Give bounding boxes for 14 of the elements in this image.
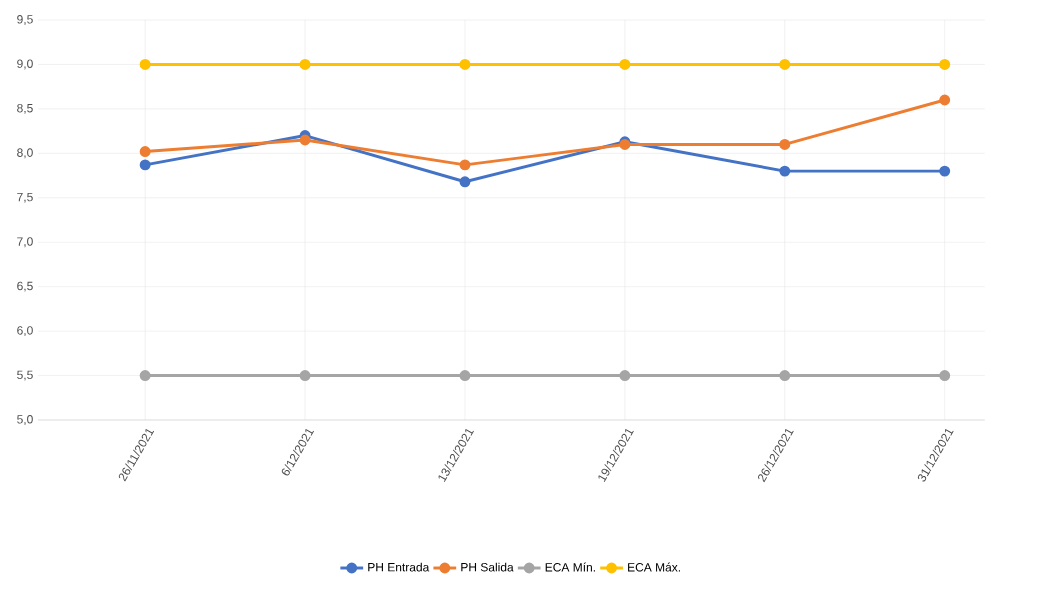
legend-label: ECA Máx. (628, 562, 680, 572)
y-tick-label: 7,5 (17, 192, 33, 203)
legend-label: ECA Mín. (545, 562, 595, 572)
y-tick-label: 6,0 (17, 326, 33, 337)
y-tick-label: 7,0 (17, 237, 33, 248)
legend-label: PH Entrada (368, 562, 430, 572)
y-tick-label: 9,0 (17, 59, 33, 70)
y-tick-label: 5,5 (17, 370, 33, 381)
y-tick-label: 8,5 (17, 103, 33, 114)
y-tick-label: 6,5 (17, 281, 33, 292)
y-tick-label: 5,0 (17, 415, 33, 425)
legend-label: PH Salida (461, 562, 514, 572)
y-tick-label: 9,5 (17, 15, 33, 25)
y-tick-label: 8,0 (17, 148, 33, 159)
